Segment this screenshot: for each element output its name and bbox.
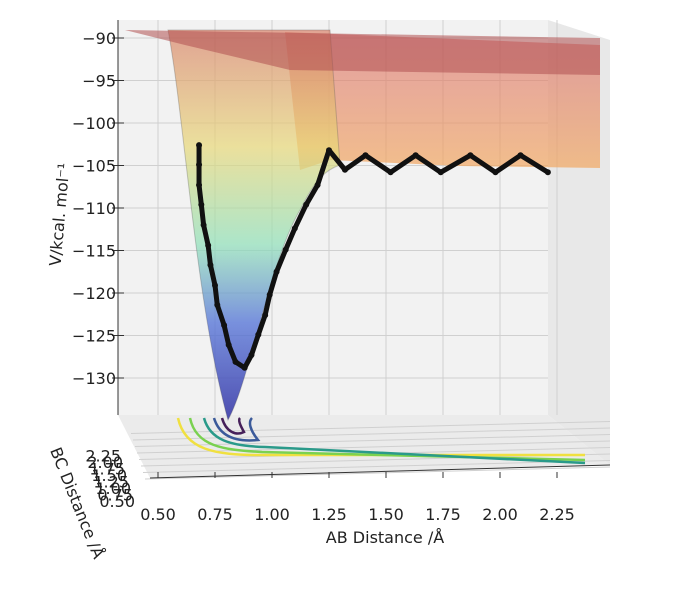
trajectory-point — [225, 341, 232, 348]
trajectory-point — [200, 222, 207, 228]
contour-line — [176, 417, 585, 457]
z-tick-label: −110 — [72, 199, 116, 218]
z-tick-label: −90 — [82, 29, 116, 48]
trajectory-point — [303, 201, 310, 208]
trajectory-point — [241, 364, 248, 371]
x-tick-label: 1.00 — [254, 505, 290, 524]
trajectory-point — [412, 152, 419, 159]
y-tick-label: 0.50 — [99, 492, 135, 511]
trajectory-point — [214, 301, 221, 308]
ticks: 0.50 0.75 1.00 1.25 1.50 1.75 2.00 2.25−90−95−1… — [72, 29, 575, 524]
x-tick-label: 2.25 — [539, 505, 575, 524]
trajectory-point — [221, 322, 228, 329]
contour-line — [202, 417, 586, 465]
y-tick-label: 1.50 — [91, 466, 127, 485]
y-tick-label: 2.00 — [87, 453, 123, 472]
trajectory-point — [326, 147, 332, 154]
z-tick-label: −115 — [72, 242, 116, 261]
trajectory-point — [255, 331, 262, 338]
well-surface — [167, 29, 341, 422]
trajectory-point — [196, 142, 203, 149]
contours — [176, 417, 586, 465]
y-tick-label: 1.25 — [93, 473, 129, 492]
trajectory-line — [196, 145, 550, 371]
z-tick-label: −105 — [72, 157, 116, 176]
trajectory-point — [232, 358, 239, 365]
x-axis-line — [149, 464, 611, 479]
trajectory-point — [266, 291, 273, 298]
trajectory-point — [196, 161, 203, 168]
y-tick-label: 2.25 — [85, 447, 121, 466]
trajectory-point — [248, 352, 255, 359]
contour-line — [220, 417, 246, 435]
trajectory-point — [212, 282, 218, 289]
x-axis-label: AB Distance /Å — [326, 528, 444, 547]
trajectory-point — [467, 152, 474, 159]
trajectory-point — [207, 261, 214, 268]
contour-line — [212, 417, 261, 442]
trajectory-point — [205, 242, 212, 249]
trajectory-point — [282, 246, 289, 253]
trajectory-point — [387, 169, 394, 176]
trajectory-point — [492, 169, 499, 176]
trajectory-point — [341, 166, 348, 173]
trajectory-point — [544, 169, 551, 176]
trajectory-point — [314, 182, 321, 189]
grid-line — [144, 466, 611, 480]
x-tick-label: 2.00 — [482, 505, 518, 524]
trajectory-point — [291, 225, 298, 232]
y-tick-label: 1.00 — [95, 479, 131, 498]
z-tick-label: −125 — [72, 327, 116, 346]
trajectory-point — [198, 201, 205, 208]
x-tick-label: 0.75 — [197, 505, 233, 524]
z-tick-label: −95 — [82, 72, 116, 91]
trajectory — [196, 142, 551, 371]
top-surface — [125, 30, 600, 75]
trajectory-point — [262, 312, 269, 319]
y-tick-label: 0.75 — [97, 486, 133, 505]
trajectory-point — [362, 152, 369, 159]
trajectory-point — [517, 152, 524, 159]
x-tick-label: 1.50 — [368, 505, 404, 524]
x-tick-label: 0.50 — [140, 505, 176, 524]
x-tick-label: 1.25 — [311, 505, 347, 524]
y-tick-label: 1.75 — [89, 460, 125, 479]
trajectory-point — [196, 182, 203, 189]
trajectory-point — [437, 169, 444, 176]
grid-line — [132, 427, 611, 441]
x-tick-label: 1.75 — [425, 505, 461, 524]
trajectory-point — [273, 268, 280, 275]
contour-line — [188, 417, 586, 462]
z-tick-label: −100 — [72, 114, 116, 133]
surface — [125, 29, 600, 422]
z-tick-label: −120 — [72, 284, 116, 303]
z-axis-label: V/kcal. mol⁻¹ — [46, 162, 74, 267]
grid-line — [142, 460, 611, 473]
z-tick-label: −130 — [72, 369, 116, 388]
